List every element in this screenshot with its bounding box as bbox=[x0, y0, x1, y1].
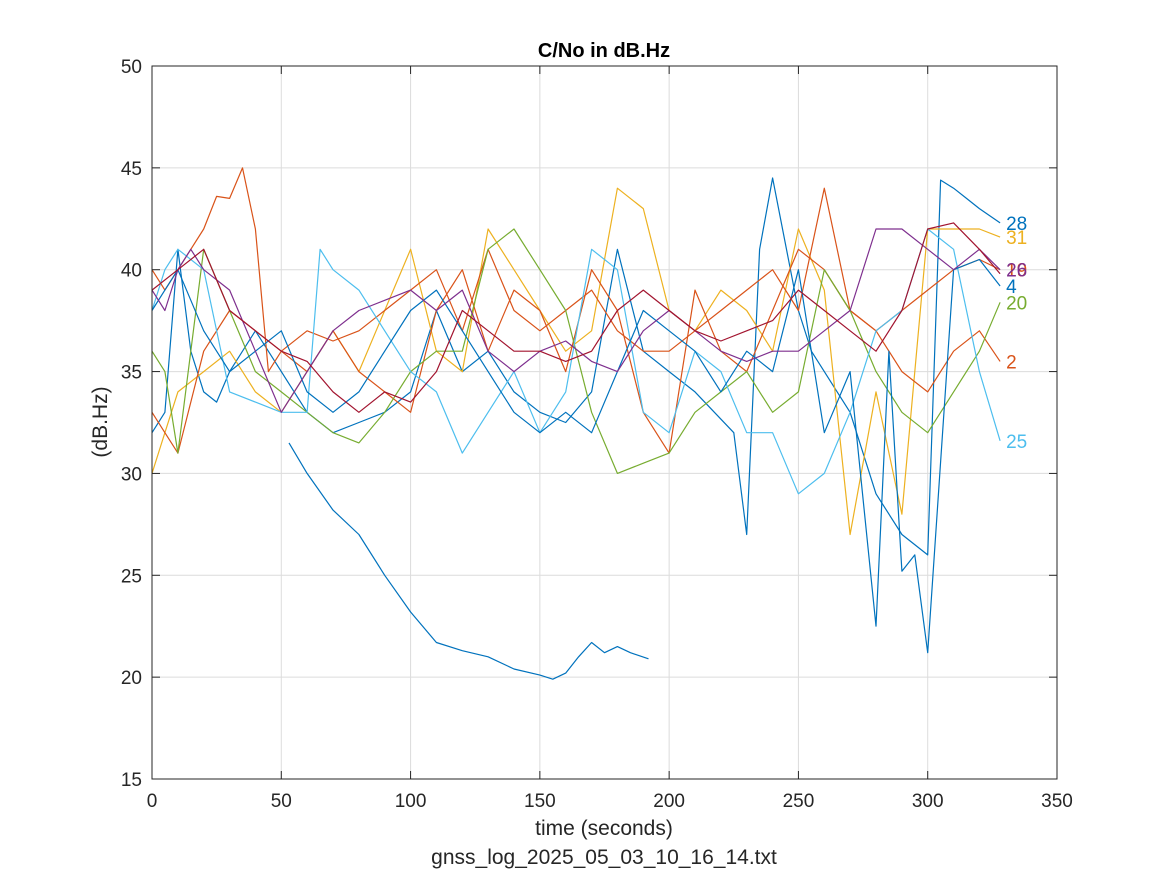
series-end-label: 4 bbox=[1006, 277, 1017, 298]
x-tick-label: 200 bbox=[653, 791, 685, 812]
series-line bbox=[151, 228, 1001, 495]
y-tick-label: 50 bbox=[121, 57, 142, 78]
series-end-label: 31 bbox=[1006, 228, 1027, 249]
y-tick-label: 15 bbox=[121, 770, 142, 791]
x-tick-label: 50 bbox=[271, 791, 292, 812]
y-tick-label: 25 bbox=[121, 566, 142, 587]
x-tick-label: 150 bbox=[524, 791, 556, 812]
x-tick-label: 350 bbox=[1041, 791, 1073, 812]
series-line bbox=[151, 258, 1001, 654]
series-line bbox=[151, 228, 1001, 474]
x-tick-label: 0 bbox=[147, 791, 158, 812]
series-end-label: 19 bbox=[1006, 261, 1027, 282]
axis-ticks: 0 50 100 150 200 250 300 350 15 20 25 30 35 40 45 50 bbox=[121, 57, 1073, 812]
x-tick-label: 100 bbox=[395, 791, 427, 812]
y-tick-label: 35 bbox=[121, 363, 142, 384]
series-end-label: 20 bbox=[1006, 293, 1027, 314]
y-tick-label: 20 bbox=[121, 668, 142, 689]
plot-frame bbox=[151, 65, 1058, 780]
series-end-label: 25 bbox=[1006, 432, 1027, 453]
series-end-label: 26 bbox=[1006, 261, 1027, 282]
x-axis-label: time (seconds) bbox=[535, 817, 673, 840]
series-end-label: 28 bbox=[1006, 214, 1027, 235]
y-axis-label: (dB.Hz) bbox=[89, 386, 112, 457]
footer-filename: gnss_log_2025_05_03_10_16_14.txt bbox=[431, 846, 777, 869]
series-end-label: 2 bbox=[1006, 352, 1017, 373]
series-lines bbox=[151, 167, 1001, 680]
x-tick-label: 300 bbox=[912, 791, 944, 812]
series-line bbox=[151, 222, 1001, 413]
x-tick-label: 250 bbox=[783, 791, 815, 812]
y-tick-label: 45 bbox=[121, 159, 142, 180]
chart-title: C/No in dB.Hz bbox=[538, 40, 670, 62]
y-tick-label: 40 bbox=[121, 261, 142, 282]
y-tick-label: 30 bbox=[121, 464, 142, 485]
series-line bbox=[288, 442, 649, 680]
series-line bbox=[151, 177, 1001, 556]
series-line bbox=[151, 228, 1001, 413]
series-line bbox=[151, 187, 1001, 536]
grid-lines bbox=[152, 66, 1057, 779]
series-line bbox=[151, 167, 1001, 373]
